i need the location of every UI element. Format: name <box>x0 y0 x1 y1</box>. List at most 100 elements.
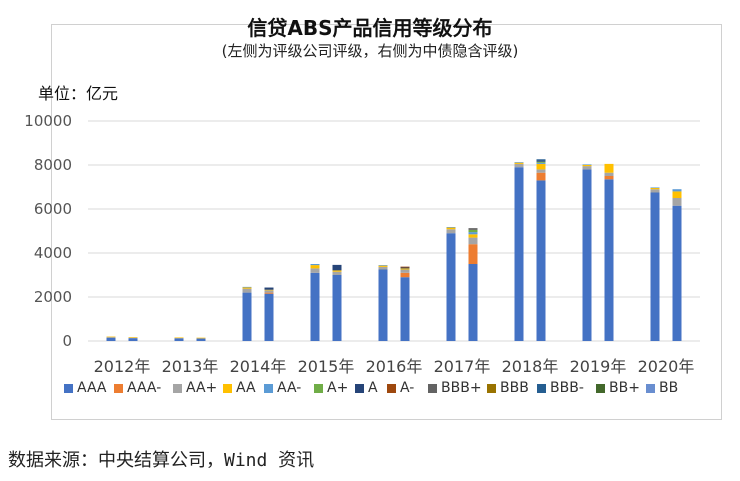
agency-bar-AA <box>514 162 524 164</box>
agency-bar-AAA <box>650 192 660 341</box>
legend-item-A-: A- <box>387 380 414 396</box>
agency-bar-AA <box>174 337 184 339</box>
legend-label: AA+ <box>186 380 218 396</box>
agency-bar-AA- <box>514 162 524 163</box>
legend-swatch <box>646 383 655 393</box>
agency-bar-AAA <box>174 338 184 341</box>
legend-item-AA+: AA+ <box>173 380 217 396</box>
legend-item-BBB-: BBB- <box>537 380 584 396</box>
x-tick-label: 2012年 <box>94 357 151 376</box>
source-note: 数据来源：中央结算公司，Wind 资讯 <box>8 450 315 471</box>
legend-swatch <box>387 383 396 393</box>
agency-bar-AA <box>650 187 660 190</box>
agency-bar-AAA <box>514 167 524 341</box>
legend-swatch <box>314 383 323 393</box>
legend-swatch <box>114 383 123 393</box>
implied-bar-A+ <box>468 229 478 233</box>
agency-bar-AA- <box>378 265 388 266</box>
legend-label: AAA- <box>127 380 162 396</box>
x-tick-label: 2013年 <box>162 357 219 376</box>
agency-bar-AA- <box>446 227 456 228</box>
implied-bar-A <box>264 287 274 290</box>
agency-bar-AA+ <box>310 268 320 273</box>
chart-title: 信贷ABS产品信用等级分布 <box>247 16 493 40</box>
implied-bar-BBB+ <box>468 228 478 230</box>
implied-bar-AA <box>196 337 206 339</box>
implied-bar-AA <box>128 337 138 338</box>
legend-item-AAA: AAA <box>64 380 107 396</box>
implied-bar-AA+ <box>332 271 342 275</box>
legend-swatch <box>173 383 182 393</box>
agency-bar-AA- <box>650 187 660 189</box>
implied-bar-A <box>536 160 546 162</box>
implied-bar-AAA <box>264 293 274 341</box>
legend-swatch <box>64 383 73 393</box>
legend-swatch <box>596 383 605 393</box>
agency-bar-AA <box>242 287 252 289</box>
legend-swatch <box>264 383 273 393</box>
y-tick-label: 10000 <box>24 112 72 130</box>
implied-bar-AAA <box>128 338 138 341</box>
agency-bar-AA+ <box>106 336 116 338</box>
x-tick-label: 2016年 <box>366 357 423 376</box>
agency-bar-AA- <box>582 164 592 165</box>
implied-bar-AA+ <box>400 269 410 273</box>
implied-bar-AAA <box>468 264 478 341</box>
legend-item-BBB: BBB <box>487 380 529 396</box>
agency-bar-AA- <box>242 286 252 288</box>
implied-bar-AA <box>672 191 682 198</box>
legend-label: AA- <box>277 380 302 396</box>
implied-bar-AAA- <box>264 292 274 294</box>
implied-bar-AA <box>264 289 274 291</box>
implied-bar-A <box>400 267 410 269</box>
agency-bar-AAA <box>242 292 252 341</box>
agency-bar-AA+ <box>514 163 524 168</box>
implied-bar-AA- <box>536 162 546 164</box>
legend-item-A: A <box>355 380 378 396</box>
implied-bar-AAA <box>672 205 682 341</box>
y-tick-label: 8000 <box>34 156 72 174</box>
legend-item-BBB+: BBB+ <box>428 380 482 396</box>
x-tick-label: 2018年 <box>502 357 559 376</box>
legend-label: BBB- <box>550 380 584 396</box>
agency-bar-AAA <box>106 337 116 341</box>
x-tick-label: 2017年 <box>434 357 491 376</box>
agency-bar-AA+ <box>446 229 456 234</box>
implied-bar-AA+ <box>264 290 274 293</box>
legend-item-AAA-: AAA- <box>114 380 161 396</box>
agency-bar-AA+ <box>582 166 592 170</box>
x-tick-label: 2014年 <box>230 357 287 376</box>
agency-bar-AA+ <box>378 266 388 270</box>
x-tick-label: 2015年 <box>298 357 355 376</box>
agency-bar-AA <box>378 265 388 267</box>
legend-label: BBB <box>500 380 529 396</box>
implied-bar-AAA <box>536 180 546 341</box>
agency-bar-AA+ <box>242 288 252 293</box>
y-tick-label: 4000 <box>34 244 72 262</box>
agency-bar-AA+ <box>650 189 660 193</box>
implied-bar-AA <box>332 270 342 272</box>
legend-swatch <box>223 383 232 393</box>
y-tick-label: 6000 <box>34 200 72 218</box>
implied-bar-AA- <box>468 232 478 235</box>
legend-label: A <box>368 380 378 396</box>
legend-swatch <box>355 383 364 393</box>
x-tick-label: 2020年 <box>638 357 695 376</box>
legend-label: AAA <box>77 380 107 396</box>
agency-bar-AAA <box>310 272 320 341</box>
agency-bar-AA <box>106 336 116 338</box>
y-tick-label: 2000 <box>34 288 72 306</box>
implied-bar-AA <box>536 163 546 170</box>
implied-bar-AAA- <box>604 176 614 180</box>
implied-bar-AAA- <box>400 272 410 278</box>
implied-bar-AAA- <box>468 244 478 264</box>
implied-bar-AAA <box>400 277 410 341</box>
implied-bar-AA+ <box>536 169 546 173</box>
implied-bar-AA+ <box>604 172 614 176</box>
legend-item-AA: AA <box>223 380 256 396</box>
implied-bar-AA <box>400 268 410 270</box>
legend-label: A+ <box>327 380 349 396</box>
agency-bar-AAA <box>446 233 456 341</box>
implied-bar-AA <box>604 163 614 173</box>
